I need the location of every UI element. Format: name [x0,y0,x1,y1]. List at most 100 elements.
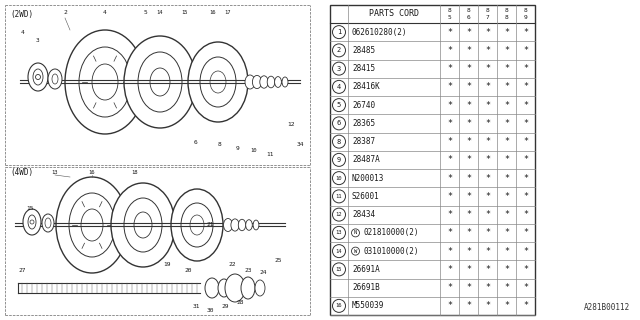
Text: *: * [504,156,509,164]
Text: *: * [485,156,490,164]
Text: *: * [504,119,509,128]
Text: 12: 12 [287,123,295,127]
Text: *: * [523,28,528,36]
Ellipse shape [255,280,265,296]
Text: 3: 3 [36,37,40,43]
Text: *: * [447,64,452,73]
Ellipse shape [92,64,118,100]
Text: *: * [504,192,509,201]
Circle shape [351,247,360,255]
Text: *: * [466,265,471,274]
Ellipse shape [260,76,268,88]
Text: 28485: 28485 [352,46,375,55]
Ellipse shape [210,71,226,93]
Text: 8: 8 [467,8,470,13]
Ellipse shape [124,36,196,128]
Text: 28365: 28365 [352,119,375,128]
Text: *: * [523,82,528,92]
Text: *: * [447,210,452,219]
Text: 26691B: 26691B [352,283,380,292]
Text: *: * [504,265,509,274]
Text: *: * [485,64,490,73]
Text: 20: 20 [184,268,192,273]
Text: *: * [447,247,452,256]
Text: 11: 11 [266,151,274,156]
Text: *: * [466,228,471,237]
Text: *: * [485,247,490,256]
Bar [330,5,535,315]
Ellipse shape [69,193,115,257]
Text: *: * [485,192,490,201]
Text: 6: 6 [193,140,197,145]
Text: 16: 16 [210,10,216,14]
Text: *: * [523,247,528,256]
Text: *: * [466,301,471,310]
Text: 14: 14 [336,249,342,254]
Circle shape [30,220,34,224]
Text: *: * [504,228,509,237]
Text: *: * [485,28,490,36]
Text: *: * [485,82,490,92]
Text: *: * [447,156,452,164]
Text: 28387: 28387 [352,137,375,146]
Circle shape [351,229,360,237]
Text: *: * [523,100,528,110]
Text: *: * [523,265,528,274]
Text: *: * [504,64,509,73]
Text: *: * [523,137,528,146]
Text: *: * [504,100,509,110]
Text: 34: 34 [296,142,304,148]
Ellipse shape [200,57,236,107]
Text: 1: 1 [337,29,341,35]
Text: 2: 2 [63,10,67,14]
Text: 30: 30 [206,308,214,313]
Text: 26691A: 26691A [352,265,380,274]
Text: 8: 8 [447,8,451,13]
Text: *: * [466,28,471,36]
Text: 7: 7 [486,15,490,20]
Text: *: * [447,137,452,146]
Text: *: * [504,137,509,146]
Text: 021810000(2): 021810000(2) [364,228,419,237]
Text: 062610280(2): 062610280(2) [352,28,408,36]
Text: 4: 4 [103,10,107,14]
Text: *: * [523,192,528,201]
Text: 10: 10 [336,176,342,180]
Ellipse shape [252,76,262,89]
Circle shape [333,99,346,112]
Ellipse shape [245,75,255,89]
Text: *: * [523,64,528,73]
Text: *: * [523,283,528,292]
Text: *: * [447,100,452,110]
Text: 4: 4 [21,29,25,35]
Text: *: * [447,46,452,55]
Text: 23: 23 [244,268,252,273]
Circle shape [333,26,346,39]
Ellipse shape [275,76,282,87]
Circle shape [333,135,346,148]
Text: W: W [354,249,357,254]
Circle shape [333,244,346,258]
Text: M550039: M550039 [352,301,385,310]
Ellipse shape [81,209,103,241]
Text: *: * [485,137,490,146]
Text: *: * [523,46,528,55]
Text: 13: 13 [52,170,58,174]
Text: *: * [447,301,452,310]
Text: 5: 5 [143,10,147,14]
Text: *: * [466,156,471,164]
Text: *: * [447,283,452,292]
Text: *: * [466,82,471,92]
Ellipse shape [282,77,288,87]
Text: 26740: 26740 [352,100,375,110]
Ellipse shape [246,220,252,230]
Text: *: * [485,228,490,237]
Text: *: * [466,100,471,110]
Circle shape [333,190,346,203]
Circle shape [333,300,346,312]
Circle shape [333,208,346,221]
Ellipse shape [218,279,230,297]
Text: S26001: S26001 [352,192,380,201]
Text: *: * [447,82,452,92]
Text: 4: 4 [337,84,341,90]
